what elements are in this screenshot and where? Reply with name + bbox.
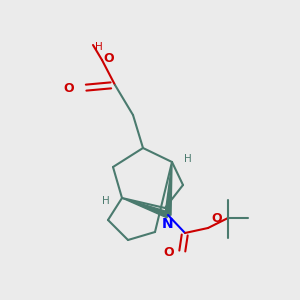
- Text: H: H: [95, 43, 103, 52]
- Polygon shape: [122, 198, 169, 218]
- Text: H: H: [102, 196, 110, 206]
- Text: O: O: [64, 82, 74, 94]
- Text: O: O: [211, 212, 222, 225]
- Text: H: H: [184, 154, 192, 164]
- Text: N: N: [162, 217, 174, 230]
- Polygon shape: [165, 162, 172, 215]
- Text: O: O: [103, 52, 114, 65]
- Text: O: O: [164, 247, 175, 260]
